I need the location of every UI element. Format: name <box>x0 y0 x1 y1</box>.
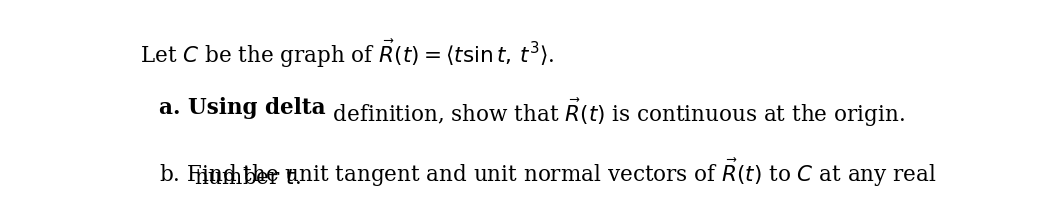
Text: definition, show that $\vec{R}(t)$ is continuous at the origin.: definition, show that $\vec{R}(t)$ is co… <box>326 97 905 129</box>
Text: a. Using delta: a. Using delta <box>160 97 326 119</box>
Text: Let $C$ be the graph of $\vec{R}(t) = \langle t\sin t,\, t^3\rangle$.: Let $C$ be the graph of $\vec{R}(t) = \l… <box>141 38 554 70</box>
Text: b. Find the unit tangent and unit normal vectors of $\vec{R}(t)$ to $C$ at any r: b. Find the unit tangent and unit normal… <box>160 157 937 189</box>
Text: number $t$.: number $t$. <box>194 167 300 189</box>
